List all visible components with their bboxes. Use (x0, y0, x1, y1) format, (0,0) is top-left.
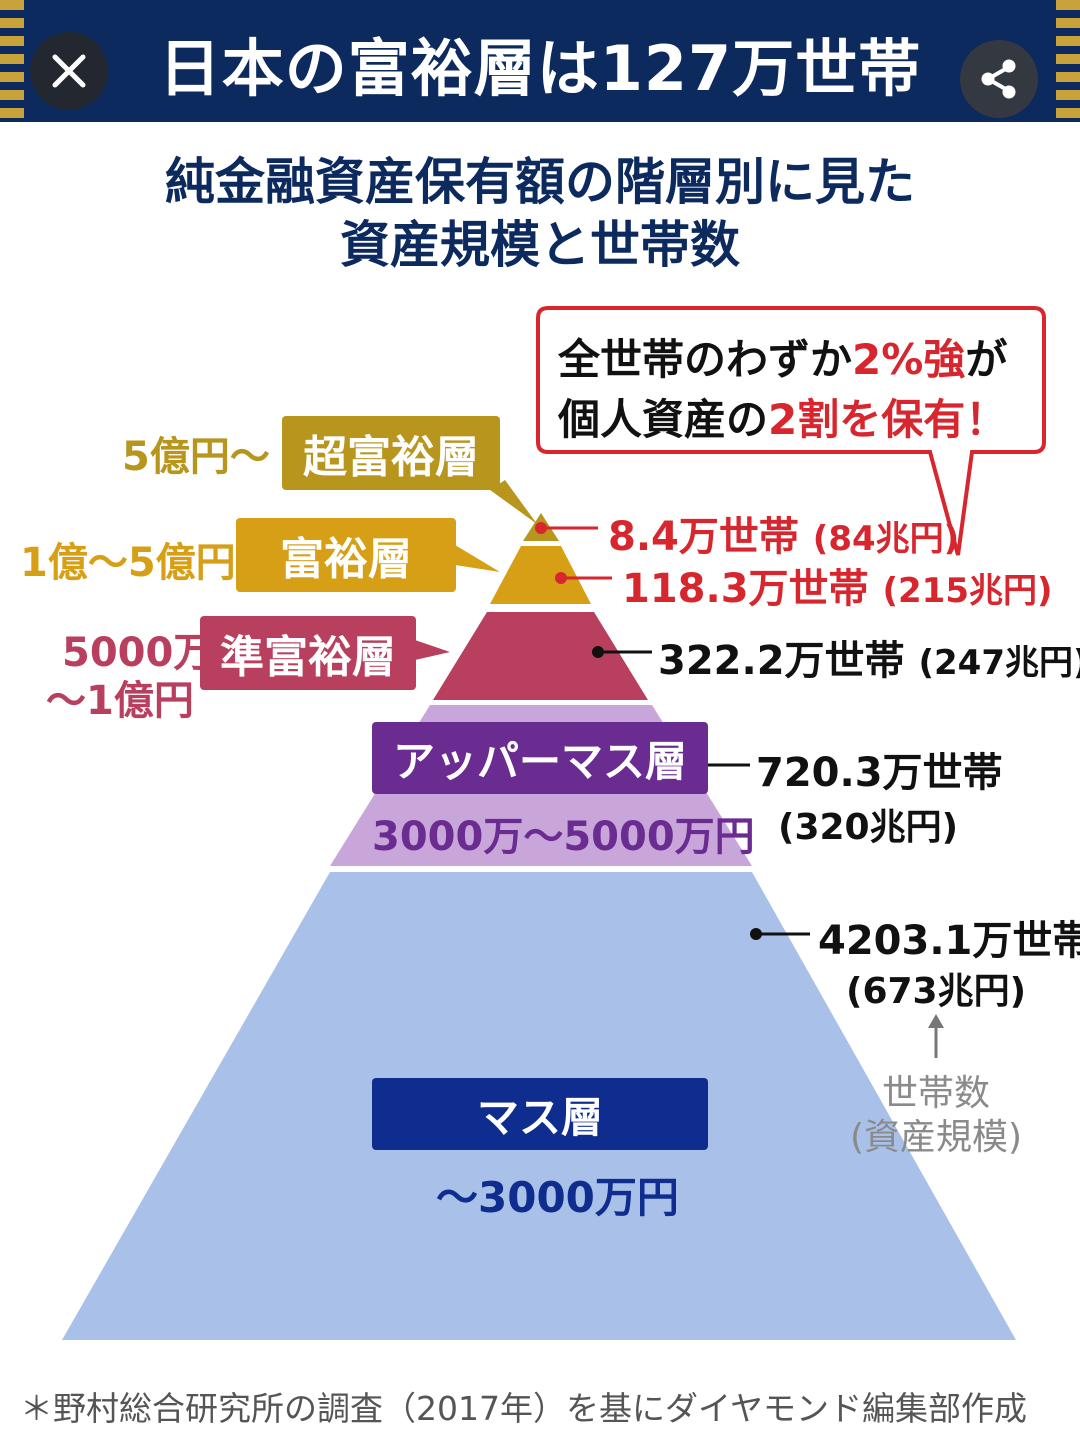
label-wealthy: 富裕層 (236, 518, 456, 592)
dot-ultra (535, 522, 547, 534)
range-ultra-wealthy: 5億円〜 (122, 434, 270, 480)
dot-semi (592, 646, 604, 658)
assets-upper-mass: (320兆円) (778, 807, 959, 848)
callout-line2: 個人資産の2割を保有！ (558, 386, 1007, 447)
header-bar: 日本の富裕層は127万世帯 (0, 0, 1080, 122)
close-button[interactable] (30, 32, 108, 110)
callout-bubble (536, 306, 1046, 556)
range-semi-wealthy-2: 〜1億円 (46, 678, 194, 724)
label-ultra-wealthy: 超富裕層 (282, 416, 500, 490)
stat-wealthy: 118.3万世帯 (215兆円) (622, 556, 1053, 614)
legend-arrow-head (928, 1014, 944, 1028)
label-semi-wealthy: 準富裕層 (200, 616, 416, 690)
pointer-ultra (490, 480, 537, 524)
range-upper-mass: 3000万〜5000万円 (372, 814, 755, 860)
pyramid-layer-semi-wealthy (433, 612, 648, 700)
share-button[interactable] (960, 40, 1038, 118)
header-stripe-left (0, 0, 24, 122)
stat-ultra-wealthy: 8.4万世帯 (84兆円) (608, 504, 959, 562)
callout-line1-highlight: 2%強 (852, 335, 966, 384)
page-title: 日本の富裕層は127万世帯 (158, 32, 922, 105)
assets-mass: (673兆円) (846, 971, 1027, 1012)
households-mass: 4203.1万世帯 (818, 918, 1080, 964)
header-stripe-right (1056, 0, 1080, 122)
legend-households: 世帯数 (881, 1073, 990, 1114)
households-ultra-wealthy: 8.4万世帯 (608, 514, 799, 560)
range-mass: 〜3000万円 (436, 1173, 679, 1222)
footnote: ＊野村総合研究所の調査（2017年）を基にダイヤモンド編集部作成 (20, 1389, 1027, 1428)
legend-assets: (資産規模) (849, 1117, 1023, 1158)
label-upper-mass: アッパーマス層 (372, 722, 708, 794)
assets-semi-wealthy: (247兆円) (918, 643, 1080, 683)
pyramid-layer-wealthy (490, 546, 591, 604)
subtitle-line1: 純金融資産保有額の階層別に見た (165, 153, 915, 211)
households-wealthy: 118.3万世帯 (622, 566, 869, 612)
assets-wealthy: (215兆円) (882, 571, 1053, 611)
households-upper-mass: 720.3万世帯 (756, 750, 1003, 796)
stat-semi-wealthy: 322.2万世帯 (247兆円) (658, 628, 1080, 686)
range-semi-wealthy-1: 5000万 (62, 630, 214, 676)
subtitle-line2: 資産規模と世帯数 (340, 216, 740, 274)
households-semi-wealthy: 322.2万世帯 (658, 638, 905, 684)
share-icon (981, 59, 1016, 99)
dot-wealthy (555, 572, 567, 584)
label-mass: マス層 (372, 1078, 708, 1150)
callout-line1-prefix: 全世帯のわずか (558, 335, 853, 384)
pointer-wealthy (455, 545, 500, 572)
assets-ultra-wealthy: (84兆円) (812, 519, 960, 559)
callout-line1: 全世帯のわずか2%強が (558, 326, 1007, 387)
callout-line1-suffix: が (965, 335, 1008, 384)
dot-mass (750, 928, 762, 940)
callout-line2-highlight: 2割を保有！ (768, 395, 1008, 444)
range-wealthy: 1億〜5億円 (20, 540, 236, 586)
callout-line2-prefix: 個人資産の (558, 395, 769, 444)
pointer-semi (415, 640, 450, 660)
close-icon (52, 54, 86, 88)
